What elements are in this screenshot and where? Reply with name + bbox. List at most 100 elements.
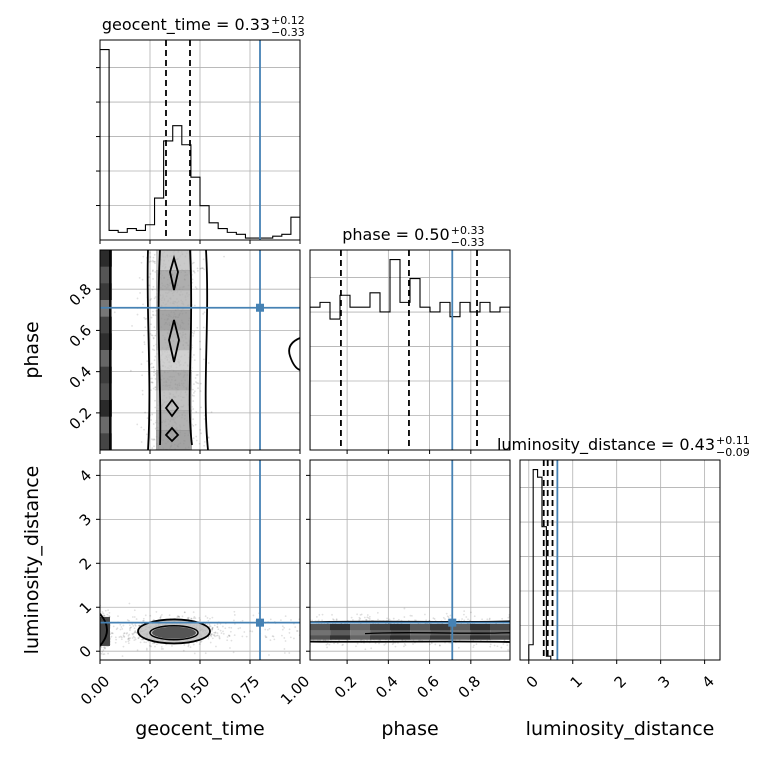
sample-point xyxy=(207,437,210,439)
sample-point xyxy=(365,619,368,622)
sample-point xyxy=(281,628,284,631)
sample-point xyxy=(140,261,143,264)
sample-point xyxy=(358,619,361,621)
sample-point xyxy=(429,643,431,646)
sample-point xyxy=(151,288,154,291)
sample-point xyxy=(122,624,125,627)
sample-point xyxy=(359,613,362,616)
density-cell xyxy=(100,333,112,351)
sample-point xyxy=(216,626,219,629)
sample-point xyxy=(144,614,147,617)
sample-point xyxy=(265,636,268,639)
sample-point xyxy=(150,419,153,421)
sample-point xyxy=(123,635,126,638)
hist-luminosity_distance-grid xyxy=(520,460,720,660)
sample-point xyxy=(432,617,435,620)
sample-point xyxy=(290,619,292,621)
sample-point xyxy=(152,260,154,263)
sample-point xyxy=(294,626,297,628)
sample-point xyxy=(264,635,267,637)
sample-point xyxy=(458,619,461,622)
sample-point xyxy=(457,646,460,649)
sample-point xyxy=(288,632,291,634)
sample-point xyxy=(142,619,145,622)
sample-point xyxy=(473,644,475,647)
panel-geocent_time-x-tick-label: 0.75 xyxy=(227,672,263,708)
sample-point xyxy=(111,632,114,634)
sample-point xyxy=(148,644,151,647)
sample-point xyxy=(193,359,196,361)
sample-point xyxy=(411,615,413,617)
sample-point xyxy=(192,643,195,646)
sample-point xyxy=(284,640,287,642)
sample-point xyxy=(211,628,214,631)
sample-point xyxy=(140,638,143,641)
density-cell xyxy=(156,270,192,291)
sample-point xyxy=(127,642,130,645)
sample-point xyxy=(216,632,219,634)
sample-point xyxy=(127,637,130,640)
sample-point xyxy=(317,619,320,622)
sample-point xyxy=(196,373,199,376)
title-upper-error: +0.12 xyxy=(271,14,305,27)
x-axis-label-luminosity_distance: luminosity_distance xyxy=(526,718,715,740)
panel-title-geocent_time: geocent_time = 0.33 xyxy=(102,15,270,35)
sample-point xyxy=(391,643,394,646)
sample-point xyxy=(115,638,118,641)
sample-point xyxy=(195,435,198,438)
density-cell xyxy=(100,416,112,434)
sample-point xyxy=(374,642,377,645)
sample-point xyxy=(137,637,140,640)
sample-point xyxy=(114,641,117,644)
contour-line xyxy=(288,337,300,371)
sample-point xyxy=(209,617,211,620)
hist-luminosity_distance-group xyxy=(528,460,564,660)
sample-point xyxy=(503,639,506,642)
sample-point xyxy=(198,617,201,619)
sample-point xyxy=(199,348,202,350)
sample-point xyxy=(148,260,151,263)
sample-point xyxy=(187,645,190,648)
sample-point xyxy=(211,627,214,629)
sample-point xyxy=(110,632,113,635)
sample-point xyxy=(143,334,145,337)
density-cell xyxy=(450,623,471,640)
sample-point xyxy=(213,634,216,637)
panel-phase-y-tick-label: 0.2 xyxy=(66,404,96,434)
sample-point xyxy=(190,617,193,620)
sample-point xyxy=(204,652,207,655)
sample-point xyxy=(120,638,123,641)
sample-point xyxy=(112,625,115,628)
sample-point xyxy=(152,348,154,351)
sample-point xyxy=(335,619,338,621)
sample-point xyxy=(159,616,162,619)
sample-point xyxy=(196,382,198,384)
contour-line xyxy=(100,613,108,647)
sample-point xyxy=(145,433,148,436)
sample-point xyxy=(203,418,206,420)
contour-line xyxy=(164,398,180,418)
sample-point xyxy=(215,634,218,637)
sample-point xyxy=(271,635,274,638)
panel-phase-geocent_time-grid xyxy=(100,250,300,450)
sample-point xyxy=(251,630,254,633)
sample-point xyxy=(502,643,505,645)
sample-point xyxy=(243,631,246,633)
sample-point xyxy=(195,381,197,383)
sample-point xyxy=(115,628,118,631)
density-cell xyxy=(156,410,192,431)
sample-point xyxy=(210,633,213,636)
sample-point xyxy=(475,643,478,646)
panel-luminosity_distance-vs-phase-content xyxy=(310,460,510,660)
sample-point xyxy=(328,643,331,646)
sample-point xyxy=(386,617,388,620)
sample-point xyxy=(136,297,139,300)
sample-point xyxy=(171,645,173,647)
sample-point xyxy=(129,626,132,629)
sample-point xyxy=(203,441,206,443)
sample-point xyxy=(153,374,156,377)
sample-point xyxy=(192,437,195,440)
sample-point xyxy=(194,377,197,379)
sample-point xyxy=(128,633,131,636)
sample-point xyxy=(264,628,267,631)
